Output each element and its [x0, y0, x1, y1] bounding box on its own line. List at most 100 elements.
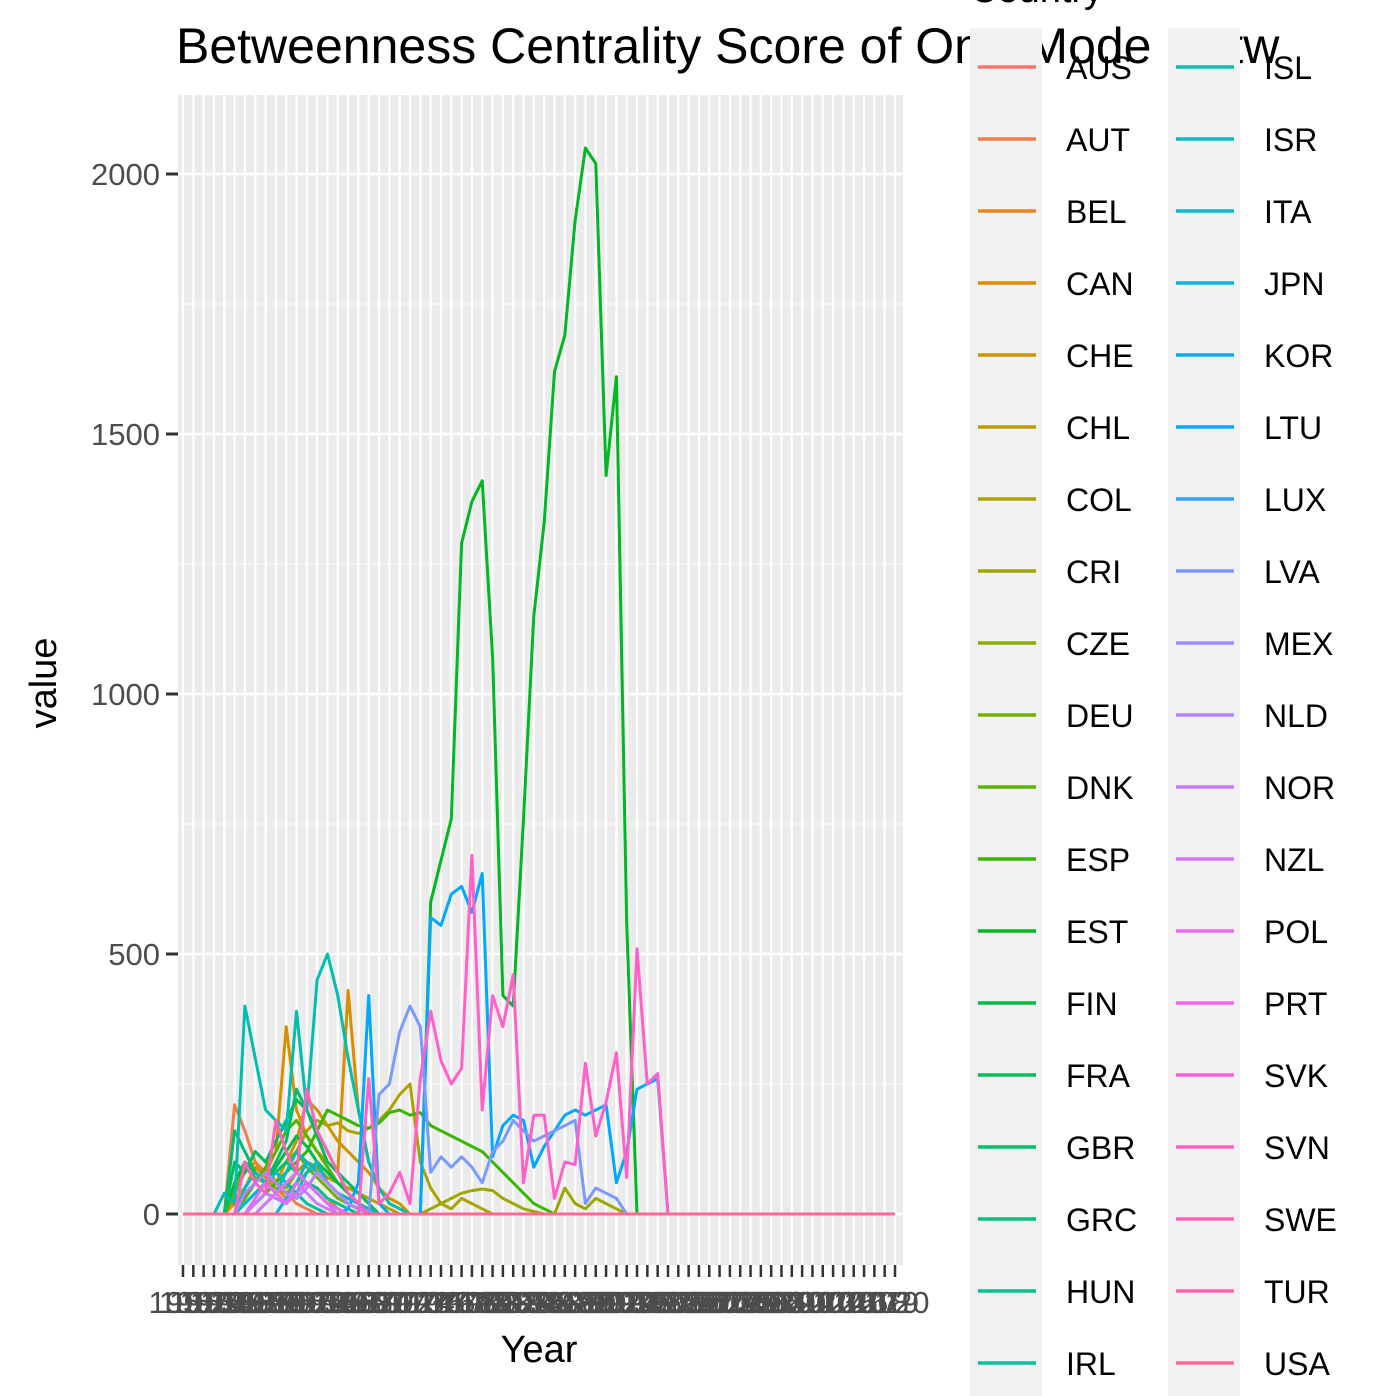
legend-label-lux: LUX: [1264, 482, 1326, 518]
legend-label-pol: POL: [1264, 914, 1328, 950]
legend: Country AUS AUT BEL CAN CHE CHL COL CRI CZE DEU DN…: [970, 0, 1337, 1396]
x-tick-label: 2018: [840, 1285, 909, 1320]
chart-title: Betweenness Centrality Score of One-Mode…: [176, 18, 1280, 74]
x-tick-label: 2019: [850, 1285, 919, 1320]
legend-label-svk: SVK: [1264, 1058, 1328, 1094]
x-tick-label: 1963: [272, 1285, 341, 1320]
x-tick-label: 1956: [200, 1285, 269, 1320]
x-tick-label: 1975: [396, 1285, 465, 1320]
x-tick-label: 1959: [231, 1285, 300, 1320]
legend-label-est: EST: [1066, 914, 1128, 950]
x-tick-label: 1987: [520, 1285, 589, 1320]
legend-label-esp: ESP: [1066, 842, 1130, 878]
legend-label-gbr: GBR: [1066, 1130, 1135, 1166]
x-tick-label: 2010: [757, 1285, 826, 1320]
legend-label-nzl: NZL: [1264, 842, 1324, 878]
x-tick-label: 1986: [510, 1285, 579, 1320]
legend-label-irl: IRL: [1066, 1346, 1116, 1382]
legend-key-column-1: [970, 28, 1042, 1396]
x-tick-label: 2001: [664, 1285, 733, 1320]
x-tick-label: 1979: [437, 1285, 506, 1320]
x-tick-label: 2009: [747, 1285, 816, 1320]
x-tick-label: 1958: [221, 1285, 290, 1320]
x-tick-label: 2020: [861, 1285, 930, 1320]
legend-label-aut: AUT: [1066, 122, 1130, 158]
x-tick-label: 1977: [417, 1285, 486, 1320]
x-tick-label: 1964: [283, 1285, 352, 1320]
legend-label-svn: SVN: [1264, 1130, 1330, 1166]
x-tick-label: 1962: [262, 1285, 331, 1320]
legend-label-jpn: JPN: [1264, 266, 1324, 302]
legend-label-che: CHE: [1066, 338, 1134, 374]
x-tick-label: 1970: [345, 1285, 414, 1320]
legend-label-col: COL: [1066, 482, 1132, 518]
legend-label-dnk: DNK: [1066, 770, 1134, 806]
x-tick-label: 1995: [603, 1285, 672, 1320]
x-tick-label: 1973: [376, 1285, 445, 1320]
x-tick-label: 1976: [406, 1285, 475, 1320]
x-tick-label: 1955: [190, 1285, 259, 1320]
x-tick-label: 2000: [654, 1285, 723, 1320]
x-tick-label: 1999: [644, 1285, 713, 1320]
x-tick-label: 1967: [314, 1285, 383, 1320]
y-axis-label: value: [23, 638, 65, 729]
x-tick-label: 1997: [623, 1285, 692, 1320]
legend-label-isl: ISL: [1264, 50, 1312, 86]
x-tick-label: 1988: [530, 1285, 599, 1320]
legend-title: Country: [970, 0, 1103, 11]
x-tick-label: 2014: [799, 1285, 868, 1320]
x-tick-label: 2015: [809, 1285, 878, 1320]
x-tick-label: 1983: [479, 1285, 548, 1320]
x-tick-label: 1966: [303, 1285, 372, 1320]
x-tick-label: 1960: [241, 1285, 310, 1320]
legend-label-can: CAN: [1066, 266, 1134, 302]
legend-items: AUS AUT BEL CAN CHE CHL COL CRI CZE DEU DNK ESP EST F…: [978, 50, 1337, 1382]
x-tick-label: 2003: [685, 1285, 754, 1320]
x-tick-label: 1954: [179, 1285, 248, 1320]
x-tick-label: 1974: [386, 1285, 455, 1320]
x-tick-label: 1984: [489, 1285, 558, 1320]
x-tick-label: 1992: [572, 1285, 641, 1320]
y-tick-label: 500: [108, 937, 160, 972]
legend-label-deu: DEU: [1066, 698, 1134, 734]
x-tick-label: 1996: [613, 1285, 682, 1320]
x-tick-label: 1981: [458, 1285, 527, 1320]
x-tick-label: 2005: [706, 1285, 775, 1320]
legend-label-ita: ITA: [1264, 194, 1312, 230]
x-tick-label: 1972: [365, 1285, 434, 1320]
legend-label-nld: NLD: [1264, 698, 1328, 734]
x-tick-label: 2011: [769, 1285, 836, 1320]
legend-label-nor: NOR: [1264, 770, 1335, 806]
x-tick-label: 1951: [149, 1285, 218, 1320]
y-tick-label: 0: [143, 1197, 160, 1232]
legend-label-swe: SWE: [1264, 1202, 1337, 1238]
y-axis: 0 500 1000 1500 2000: [91, 157, 178, 1232]
legend-label-ltu: LTU: [1264, 410, 1322, 446]
legend-label-hun: HUN: [1066, 1274, 1135, 1310]
x-tick-label: 2006: [716, 1285, 785, 1320]
y-tick-label: 1000: [91, 677, 160, 712]
x-tick-label: 1965: [293, 1285, 362, 1320]
x-tick-label: 2017: [830, 1285, 899, 1320]
legend-label-kor: KOR: [1264, 338, 1333, 374]
x-tick-label: 1991: [561, 1285, 630, 1320]
x-tick-label: 1961: [252, 1285, 321, 1320]
x-tick-label: 1982: [468, 1285, 537, 1320]
x-tick-label: 1957: [210, 1285, 279, 1320]
x-tick-label: 1990: [551, 1285, 620, 1320]
x-axis: 1951195219531954195519561957195819591960…: [149, 1265, 930, 1320]
y-tick-label: 2000: [91, 157, 160, 192]
legend-label-aus: AUS: [1066, 50, 1132, 86]
x-tick-label: 1978: [427, 1285, 496, 1320]
legend-label-mex: MEX: [1264, 626, 1333, 662]
x-tick-label: 2002: [675, 1285, 744, 1320]
x-tick-label: 2007: [726, 1285, 795, 1320]
x-tick-label: 2016: [819, 1285, 888, 1320]
x-tick-label: 1989: [541, 1285, 610, 1320]
x-axis-label: Year: [501, 1329, 578, 1371]
legend-label-grc: GRC: [1066, 1202, 1137, 1238]
legend-label-prt: PRT: [1264, 986, 1327, 1022]
x-tick-label: 1993: [582, 1285, 651, 1320]
x-tick-label: 2004: [695, 1285, 764, 1320]
